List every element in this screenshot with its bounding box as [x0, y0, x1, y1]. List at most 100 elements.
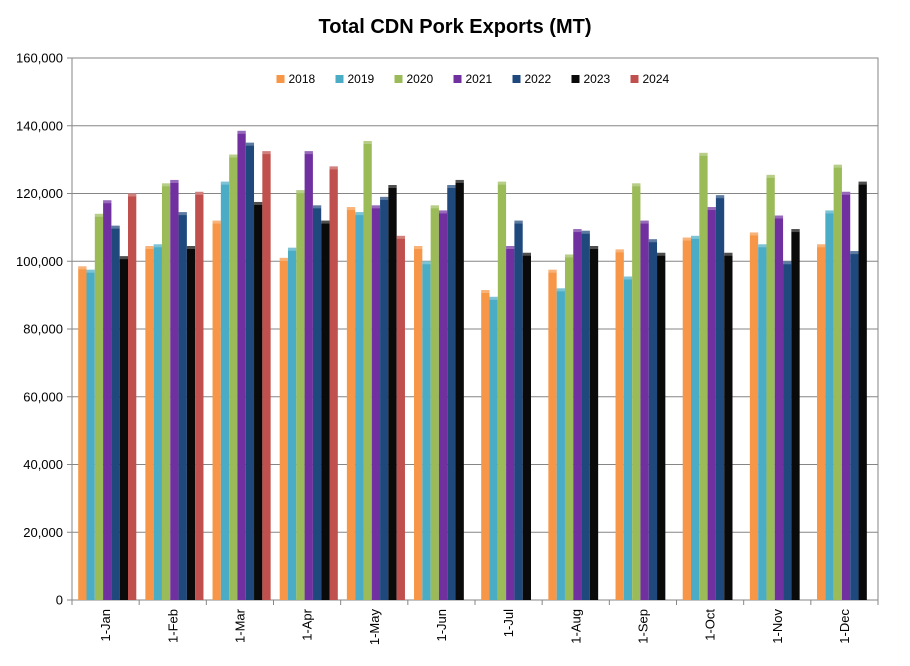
legend-swatch	[394, 75, 403, 83]
bar	[220, 181, 230, 601]
legend-label: 2018	[289, 72, 316, 86]
legend-swatch	[630, 75, 639, 83]
bar	[161, 183, 171, 600]
bar-highlight	[766, 174, 775, 178]
x-tick-label: 1-Jul	[501, 609, 516, 637]
bar	[514, 220, 523, 600]
bar	[817, 244, 826, 600]
legend: 2018 2019 2020 2021 2022 2023 2024	[276, 72, 670, 86]
bar-highlight	[506, 246, 515, 250]
bar	[279, 257, 288, 600]
x-tick-label: 1-Sep	[635, 609, 650, 644]
bar	[581, 230, 590, 600]
y-tick-label: 80,000	[23, 322, 63, 337]
bar	[522, 252, 531, 600]
bar	[329, 166, 338, 600]
y-tick-label: 0	[56, 593, 63, 608]
bar-highlight	[841, 191, 851, 195]
bar	[749, 232, 759, 601]
x-tick-label: 1-Dec	[837, 609, 852, 644]
bar	[548, 269, 557, 600]
bar	[414, 246, 423, 600]
bar-highlight	[548, 269, 557, 273]
legend-swatch	[276, 75, 285, 83]
bar-highlight	[699, 152, 708, 156]
x-tick-label: 1-May	[367, 609, 382, 646]
bar-highlight	[758, 244, 767, 248]
bar-highlight	[783, 261, 792, 265]
bar-highlight	[279, 257, 288, 261]
legend-label: 2023	[584, 72, 611, 86]
bar-highlight	[648, 239, 658, 243]
bar-highlight	[632, 183, 641, 187]
bar-highlight	[321, 220, 330, 224]
bar	[589, 246, 599, 600]
x-tick-label: 1-Oct	[703, 609, 718, 641]
bar-highlight	[86, 269, 95, 273]
bar-highlight	[573, 229, 582, 233]
bar	[212, 220, 221, 600]
bar-highlight	[724, 252, 733, 256]
bar-highlight	[564, 254, 574, 258]
bar-highlight	[220, 181, 230, 185]
y-tick-label: 20,000	[23, 525, 63, 540]
bar	[783, 261, 792, 600]
bar	[715, 195, 725, 600]
legend-label: 2019	[348, 72, 375, 86]
bar	[774, 215, 784, 601]
bar	[304, 151, 313, 600]
bar-highlight	[833, 164, 842, 168]
bar	[245, 142, 255, 600]
bar-highlight	[186, 246, 196, 250]
bar	[489, 296, 498, 600]
bar	[481, 290, 490, 600]
bar	[396, 235, 405, 600]
bar-highlight	[455, 179, 464, 183]
bar-highlight	[858, 181, 867, 185]
bar-highlight	[312, 205, 322, 209]
bar	[825, 210, 834, 600]
bar	[850, 251, 859, 600]
bar-highlight	[615, 249, 624, 253]
y-tick-label: 100,000	[16, 254, 63, 269]
bar	[78, 266, 87, 600]
bar	[657, 252, 666, 600]
x-tick-label: 1-Aug	[568, 609, 583, 644]
bar-highlight	[212, 220, 221, 224]
bar-highlight	[774, 215, 784, 219]
bar-highlight	[229, 154, 238, 158]
bar-highlight	[371, 205, 381, 209]
bar-highlight	[119, 256, 128, 260]
bar-highlight	[78, 266, 87, 270]
bar-highlight	[237, 130, 246, 134]
bar-highlight	[161, 183, 171, 187]
bar-highlight	[850, 251, 859, 255]
y-tick-label: 160,000	[16, 51, 63, 66]
bar	[363, 140, 372, 600]
bar-highlight	[556, 288, 565, 292]
bar	[632, 183, 641, 600]
bar	[262, 151, 271, 600]
bar	[186, 246, 196, 600]
bar	[371, 205, 381, 600]
bar-highlight	[422, 261, 431, 265]
legend-label: 2021	[466, 72, 493, 86]
bar	[355, 212, 364, 600]
y-tick-label: 40,000	[23, 457, 63, 472]
bar-highlight	[396, 235, 405, 239]
bar	[119, 256, 128, 600]
bar-highlight	[497, 181, 507, 185]
bar	[707, 207, 716, 601]
bar	[128, 193, 137, 600]
bar-highlight	[103, 200, 112, 204]
bar-highlight	[346, 207, 356, 211]
bar	[103, 200, 112, 600]
bar-highlight	[195, 191, 204, 195]
bar	[648, 239, 658, 600]
bar-highlight	[623, 276, 633, 280]
bar	[170, 179, 179, 600]
legend-label: 2022	[525, 72, 552, 86]
bar	[430, 205, 439, 600]
bar	[296, 190, 305, 601]
